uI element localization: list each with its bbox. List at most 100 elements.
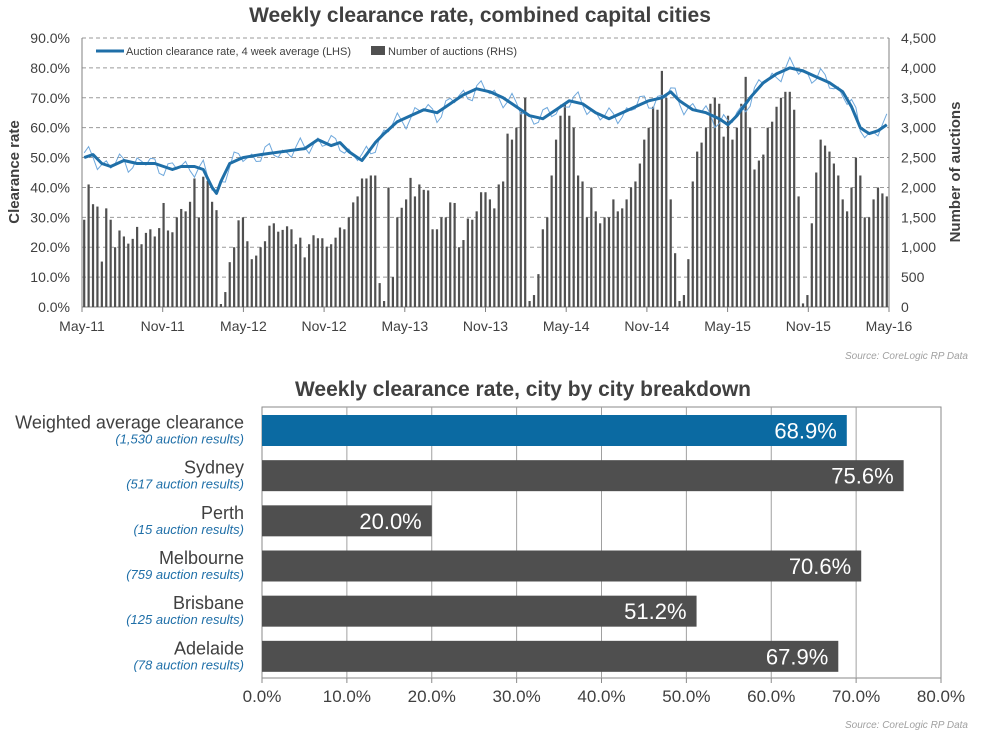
auction-count-bar [113, 247, 117, 307]
y-tick-label: 90.0% [30, 30, 70, 46]
auction-count-bar [272, 223, 275, 307]
auction-count-bar [678, 301, 681, 307]
auction-count-bar [793, 109, 796, 307]
auction-count-bar [193, 178, 196, 307]
auction-count-bar [687, 259, 690, 307]
auction-count-bar [325, 246, 328, 307]
auction-count-bar [162, 202, 165, 307]
category-sublabel: (78 auction results) [133, 657, 244, 672]
y2-tick-label: 1,500 [901, 209, 936, 225]
auction-count-bar [334, 237, 337, 307]
auction-count-bar [563, 103, 566, 307]
y2-tick-label: 3,500 [901, 90, 936, 106]
auction-count-bar [493, 208, 496, 307]
y2-tick-label: 1,000 [901, 239, 936, 255]
auction-count-bar [197, 217, 200, 307]
auction-count-bar [457, 247, 461, 307]
x-tick-label: 0.0% [243, 687, 282, 706]
auction-count-bar [188, 201, 192, 307]
auction-count-bar [144, 232, 148, 307]
y-tick-label: 30.0% [30, 209, 70, 225]
auction-count-bar [797, 196, 800, 307]
auction-count-bar [387, 187, 390, 307]
auction-count-bar [779, 97, 783, 308]
auction-count-bar [127, 243, 130, 307]
auction-count-bar [449, 202, 452, 307]
auction-count-bar [206, 180, 209, 307]
auction-count-bar [572, 127, 575, 308]
y-tick-label: 20.0% [30, 239, 70, 255]
auction-count-bar [153, 236, 156, 307]
auction-count-bar [299, 237, 302, 307]
auction-count-bar [259, 247, 262, 307]
x-tick-label: 70.0% [832, 687, 880, 706]
auction-count-bar [166, 230, 170, 307]
auction-count-bar [237, 220, 240, 307]
y-tick-label: 40.0% [30, 179, 70, 195]
legend-bar-swatch [371, 46, 385, 55]
auction-count-bar [277, 231, 280, 307]
auction-count-bar [669, 199, 672, 307]
auction-count-bar [665, 97, 668, 308]
auction-count-bar [568, 115, 571, 307]
auction-count-bar [788, 91, 791, 307]
legend-line-label: Auction clearance rate, 4 week average (… [126, 46, 351, 58]
category-label: Brisbane [173, 593, 244, 613]
y2-tick-label: 4,000 [901, 60, 936, 76]
auction-count-bar [629, 187, 633, 307]
city-bar [262, 415, 847, 446]
y-tick-label: 70.0% [30, 90, 70, 106]
auction-count-bar [466, 218, 469, 307]
y2-tick-label: 4,500 [901, 30, 936, 46]
auction-count-bar [413, 196, 417, 307]
x-tick-label: 50.0% [662, 687, 710, 706]
auction-count-bar [621, 208, 624, 307]
auction-count-bar [347, 217, 350, 307]
auction-count-bar [616, 211, 619, 307]
bar-value-label: 70.6% [789, 554, 851, 579]
bar-value-label: 51.2% [624, 599, 686, 624]
auction-count-bar [753, 169, 756, 307]
auction-count-bar [233, 247, 236, 307]
auction-count-bar [748, 127, 752, 308]
four-week-average-line [83, 66, 888, 195]
auction-count-bar [365, 178, 368, 307]
y-tick-label: 60.0% [30, 120, 70, 136]
auction-count-bar [859, 175, 862, 307]
auction-count-bar [405, 199, 408, 307]
x-tick-label: 10.0% [323, 687, 371, 706]
x-tick-label: Nov-11 [141, 318, 185, 334]
auction-count-bar [215, 210, 218, 307]
auction-count-bar [312, 235, 315, 307]
auction-count-bar [219, 304, 223, 307]
auction-count-bar [497, 184, 500, 307]
auction-count-bar [356, 196, 359, 307]
auction-count-bar [806, 295, 809, 307]
x-tick-label: May-15 [704, 318, 751, 334]
auction-count-bar [775, 106, 778, 307]
category-label: Melbourne [159, 548, 244, 568]
auction-count-bar [532, 295, 536, 307]
auction-count-bar [294, 244, 297, 307]
auction-count-bar [136, 226, 139, 307]
auction-count-bar [131, 238, 134, 307]
auction-count-bar [762, 154, 765, 307]
auction-count-bar [837, 175, 840, 307]
combined-clearance-chart: 0.0% 10.0% 20.0% 30.0% 40.0% 50.0% 60.0% 70.0% 8… [6, 30, 964, 334]
x-tick-label: May-16 [866, 318, 913, 334]
auction-count-bar [726, 115, 730, 307]
auction-count-bar [440, 217, 443, 307]
city-bar [262, 550, 862, 582]
auction-count-bar [444, 217, 447, 307]
y2-tick-label: 2,500 [901, 150, 936, 166]
auction-count-bar [709, 103, 712, 307]
auction-count-bar [396, 217, 399, 307]
auction-count-bar [308, 244, 311, 307]
auction-count-bar [210, 201, 214, 307]
auction-count-bar [100, 261, 103, 307]
auction-count-bar [83, 219, 86, 307]
auction-count-bar [647, 127, 650, 308]
category-sublabel: (1,530 auction results) [115, 432, 244, 447]
x-tick-label: May-13 [381, 318, 428, 334]
auction-count-bar [656, 109, 659, 307]
